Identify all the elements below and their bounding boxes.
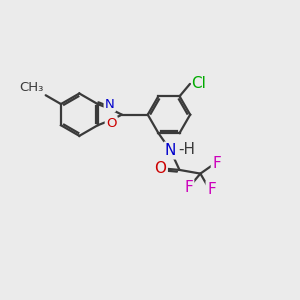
Text: N: N [105,98,115,111]
Text: F: F [184,180,193,195]
Text: F: F [212,156,221,171]
Text: -H: -H [178,142,195,157]
Text: Cl: Cl [191,76,206,92]
Text: F: F [207,182,216,196]
Text: O: O [106,117,116,130]
Text: N: N [165,143,176,158]
Text: O: O [154,161,166,176]
Text: CH₃: CH₃ [19,81,43,94]
